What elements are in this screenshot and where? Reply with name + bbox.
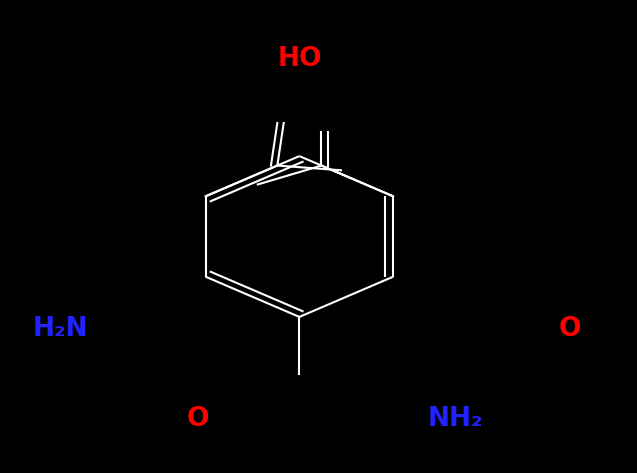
Text: H₂N: H₂N (32, 316, 89, 342)
Text: NH₂: NH₂ (427, 406, 483, 431)
Text: O: O (559, 316, 582, 342)
Text: HO: HO (277, 46, 322, 72)
Text: O: O (186, 406, 209, 431)
